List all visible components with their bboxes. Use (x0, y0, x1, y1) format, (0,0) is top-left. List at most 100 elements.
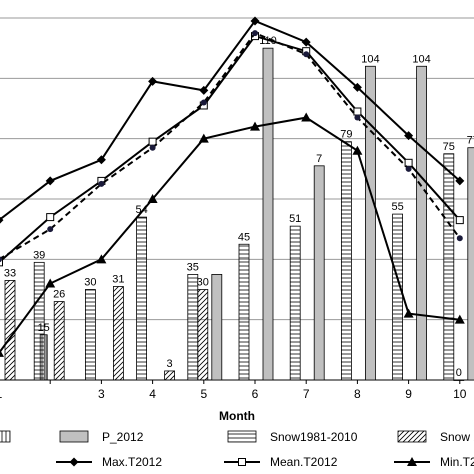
point-marker (47, 226, 54, 233)
legend-item: P_2012 (59, 430, 144, 444)
plot-area: 1345678910110710410477983930543545517955… (0, 16, 474, 401)
x-tick-label: 8 (354, 387, 361, 401)
series-line (0, 19, 461, 221)
point-marker (98, 180, 105, 187)
point-marker (199, 85, 209, 95)
data-label: 26 (53, 289, 65, 301)
point-marker (238, 458, 246, 466)
data-label: 7 (316, 153, 322, 165)
point-marker (147, 194, 158, 203)
x-tick-label: 7 (303, 387, 310, 401)
legend-item: Snow1981-2010 (227, 430, 358, 444)
series-line (0, 34, 461, 263)
point-marker (148, 137, 157, 146)
legend-label: Mean.T2012 (270, 455, 338, 469)
point-marker (454, 314, 465, 324)
bar (453, 379, 465, 381)
legend-swatch (59, 430, 89, 443)
bar (262, 47, 274, 381)
data-label: 75 (443, 141, 455, 153)
data-label: 0 (456, 367, 462, 379)
point-marker (404, 131, 414, 141)
point-marker (352, 145, 363, 155)
bar (197, 289, 209, 381)
point-marker (0, 216, 4, 224)
bar (313, 165, 325, 381)
point-marker (455, 216, 464, 225)
legend-swatch (397, 430, 427, 443)
data-label: 30 (84, 277, 96, 289)
bar (164, 370, 176, 381)
point-marker (250, 121, 260, 131)
data-label: 104 (361, 53, 379, 65)
bar (85, 289, 96, 381)
point-marker (198, 133, 209, 143)
x-axis-title: Month (219, 409, 255, 423)
bar (33, 261, 45, 381)
point-marker (353, 107, 362, 116)
legend-swatch (0, 430, 11, 443)
point-marker (96, 254, 107, 264)
point-marker (45, 278, 56, 288)
point-marker (69, 457, 79, 467)
point-marker (0, 349, 4, 357)
data-label: 15 (38, 322, 50, 334)
data-label: 77 (467, 135, 474, 147)
point-marker (352, 82, 362, 92)
legend-item: Mean.T2012 (224, 455, 338, 469)
point-marker (149, 144, 156, 151)
bar (4, 280, 16, 381)
legend-item: Min.T2012 (394, 455, 474, 469)
bar (364, 65, 376, 381)
bar (53, 301, 65, 381)
data-label: 35 (187, 261, 199, 273)
point-marker (405, 165, 412, 172)
data-label: 30 (197, 277, 209, 289)
point-marker (45, 176, 55, 186)
bar (238, 243, 250, 381)
series-line (0, 116, 460, 354)
data-label: 79 (340, 129, 352, 141)
point-marker (301, 37, 311, 47)
legend-item: Max.T2012 (56, 455, 162, 469)
data-label: 51 (289, 213, 301, 225)
legend-swatch (227, 430, 257, 443)
data-label: 3 (167, 358, 173, 370)
data-label: 39 (33, 249, 45, 261)
data-label: 55 (391, 201, 403, 213)
point-marker (200, 99, 207, 106)
point-marker (252, 30, 258, 37)
bar (416, 65, 428, 381)
data-label: 33 (4, 267, 16, 279)
point-marker (403, 308, 414, 318)
legend-label: P_2012 (102, 430, 144, 444)
bar (136, 216, 148, 381)
data-label: 45 (238, 231, 250, 243)
point-marker (148, 76, 158, 86)
point-marker (46, 213, 55, 222)
x-tick-label: 9 (405, 387, 412, 401)
point-marker (455, 176, 465, 186)
x-tick-label: 3 (98, 387, 105, 401)
x-tick-label: 5 (200, 387, 207, 401)
legend-item: Snow 201 (397, 430, 474, 444)
point-marker (303, 51, 310, 58)
bar (113, 286, 124, 381)
x-tick-label: 4 (149, 387, 156, 401)
legend-label: Snow1981-2010 (270, 430, 358, 444)
bar (340, 141, 352, 381)
legend-label: Min.T2012 (440, 455, 474, 469)
data-label: 104 (412, 53, 430, 65)
point-marker (0, 258, 3, 267)
bar (467, 147, 474, 381)
bar (443, 153, 455, 381)
legend-label: Snow 201 (440, 430, 474, 444)
bar (39, 334, 48, 381)
series-line (0, 31, 461, 260)
data-label: 31 (112, 273, 124, 285)
point-marker (354, 114, 361, 121)
x-tick-label: 6 (252, 387, 259, 401)
point-marker (0, 256, 2, 263)
bar (289, 225, 301, 381)
